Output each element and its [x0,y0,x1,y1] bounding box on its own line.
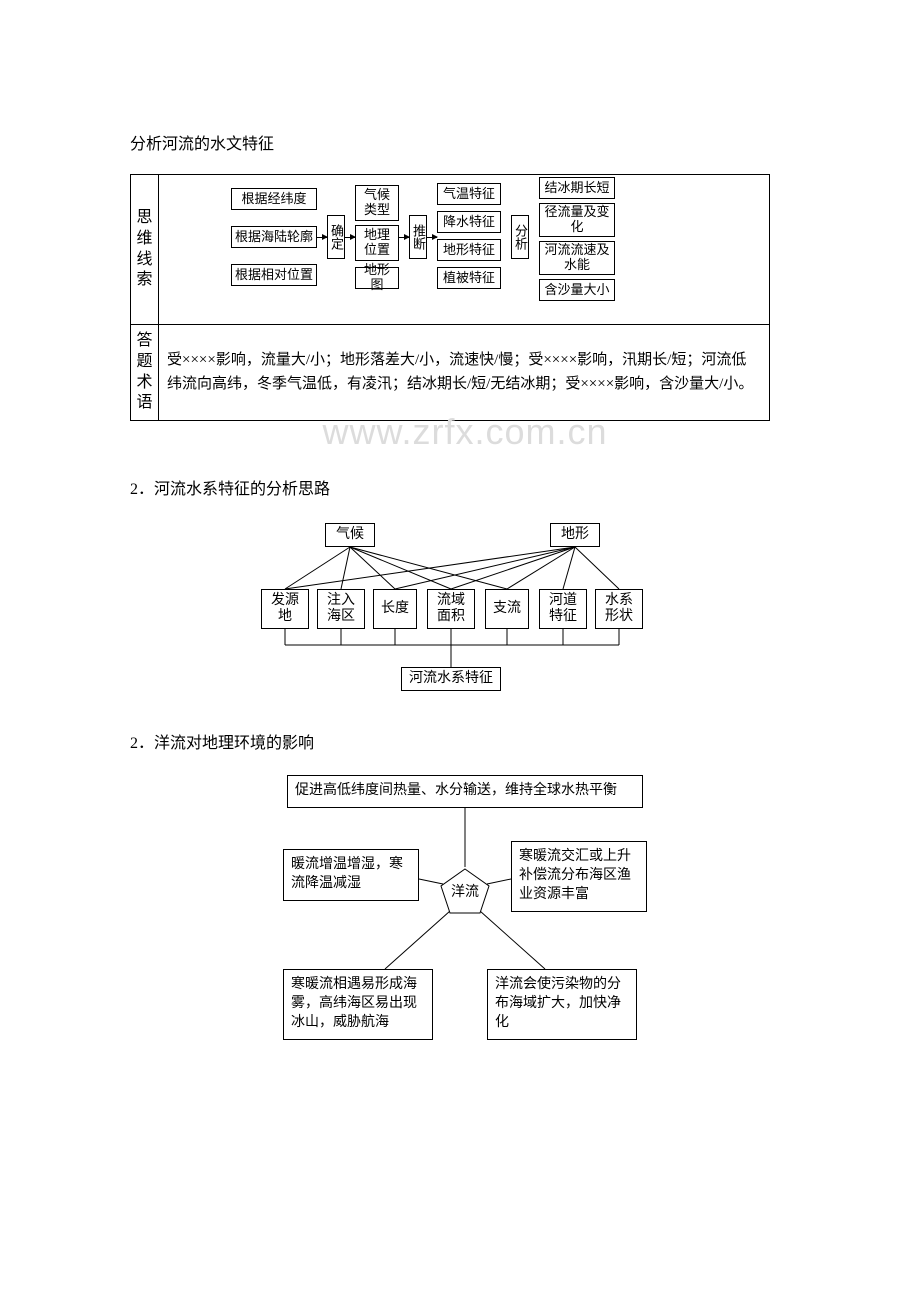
section-title-1: 分析河流的水文特征 [130,130,800,154]
flow-box: 径流量及变化 [539,203,615,237]
flow-box: 气温特征 [437,183,501,205]
d3-right-box: 寒暖流交汇或上升补偿流分布海区渔业资源丰富 [511,841,647,912]
watermark: www.zrfx.com.cn [130,411,800,453]
flow-box: 降水特征 [437,211,501,233]
row-label-answer-text: 答题术语 [136,332,152,411]
flow-box: 含沙量大小 [539,279,615,301]
d2-mid-box: 河道特征 [539,589,587,629]
flow-box: 植被特征 [437,267,501,289]
flow-box: 地形图 [355,267,399,289]
section-title-2: 2．河流水系特征的分析思路 [130,475,800,499]
table-thinking-answer: 思维线索 根据经纬度 根据海陆轮廓 根据相对位置 确定 气候类型 地理位置 地形… [130,174,770,421]
d3-bottom-left-box: 寒暖流相遇易形成海雾，高纬海区易出现冰山，威胁航海 [283,969,433,1040]
arrow-icon [427,237,437,238]
flow-box: 结冰期长短 [539,177,615,199]
d2-mid-box: 流域面积 [427,589,475,629]
flow-box: 地形特征 [437,239,501,261]
d2-mid-box: 水系形状 [595,589,643,629]
d3-bottom-right-box: 洋流会使污染物的分布海域扩大，加快净化 [487,969,637,1040]
d2-bottom-box: 河流水系特征 [401,667,501,691]
d2-top-box: 地形 [550,523,600,547]
arrow-icon [345,237,355,238]
d3-left-box: 暖流增温增湿，寒流降温减湿 [283,849,419,901]
document-page: 分析河流的水文特征 思维线索 根据经纬度 根据海陆轮廓 根据相对位置 确定 气候… [0,0,920,1131]
flow-vbox: 确定 [327,215,345,259]
flow-box: 地理位置 [355,225,399,261]
d2-mid-box: 注入海区 [317,589,365,629]
flow-box: 根据海陆轮廓 [231,226,317,248]
diagram-ocean-current: 促进高低纬度间热量、水分输送，维持全球水热平衡 洋流 暖流增温增湿，寒流降温减湿… [275,771,655,1051]
d3-top-box: 促进高低纬度间热量、水分输送，维持全球水热平衡 [287,775,643,808]
flow-vbox: 推断 [409,215,427,259]
d2-mid-box: 支流 [485,589,529,629]
row-label-thinking-text: 思维线索 [136,209,152,288]
flow-box: 河流流速及水能 [539,241,615,275]
row-label-thinking: 思维线索 [131,175,159,325]
flow-vbox: 分析 [511,215,529,259]
d2-top-box: 气候 [325,523,375,547]
row-label-answer: 答题术语 [131,325,159,421]
flow-box: 气候类型 [355,185,399,221]
pentagon-label: 洋流 [451,881,479,901]
section-title-3: 2．洋流对地理环境的影响 [130,729,800,753]
flow-box: 根据经纬度 [231,188,317,210]
arrow-icon [317,237,327,238]
d2-mid-box: 发源地 [261,589,309,629]
d2-mid-box: 长度 [373,589,417,629]
diagram-river-system: 气候 地形 发源地 注入海区 长度 流域面积 支流 河道特征 水系形状 河流水系… [255,517,675,707]
answer-cell: 受××××影响，流量大/小；地形落差大/小，流速快/慢；受××××影响，汛期长/… [159,325,770,421]
arrow-icon [399,237,409,238]
pentagon-center: 洋流 [439,867,491,915]
flowchart-cell: 根据经纬度 根据海陆轮廓 根据相对位置 确定 气候类型 地理位置 地形图 推断 … [159,175,770,325]
flow-box: 根据相对位置 [231,264,317,286]
